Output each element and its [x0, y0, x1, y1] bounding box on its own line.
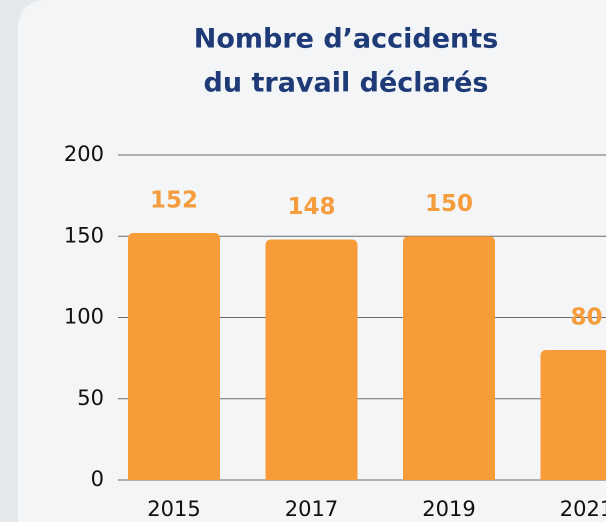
- y-tick-label: 50: [77, 386, 104, 410]
- x-tick-label: 2015: [147, 497, 200, 521]
- x-tick-label: 2021: [560, 497, 606, 521]
- data-label: 152: [150, 188, 198, 214]
- bar: [265, 239, 358, 480]
- y-tick-label: 100: [64, 305, 104, 329]
- y-tick-label: 200: [64, 142, 104, 166]
- x-tick-label: 2017: [285, 497, 338, 521]
- chart-title: Nombre d’accidents: [194, 24, 499, 55]
- bar: [128, 233, 220, 480]
- chart-title: du travail déclarés: [204, 68, 489, 99]
- data-label: 80: [570, 305, 602, 331]
- data-label: 148: [287, 194, 335, 220]
- x-tick-label: 2019: [422, 497, 475, 521]
- data-label: 150: [425, 191, 473, 217]
- y-tick-label: 150: [64, 223, 104, 247]
- bar: [540, 350, 606, 480]
- y-tick-label: 0: [91, 467, 104, 491]
- bar: [403, 236, 495, 480]
